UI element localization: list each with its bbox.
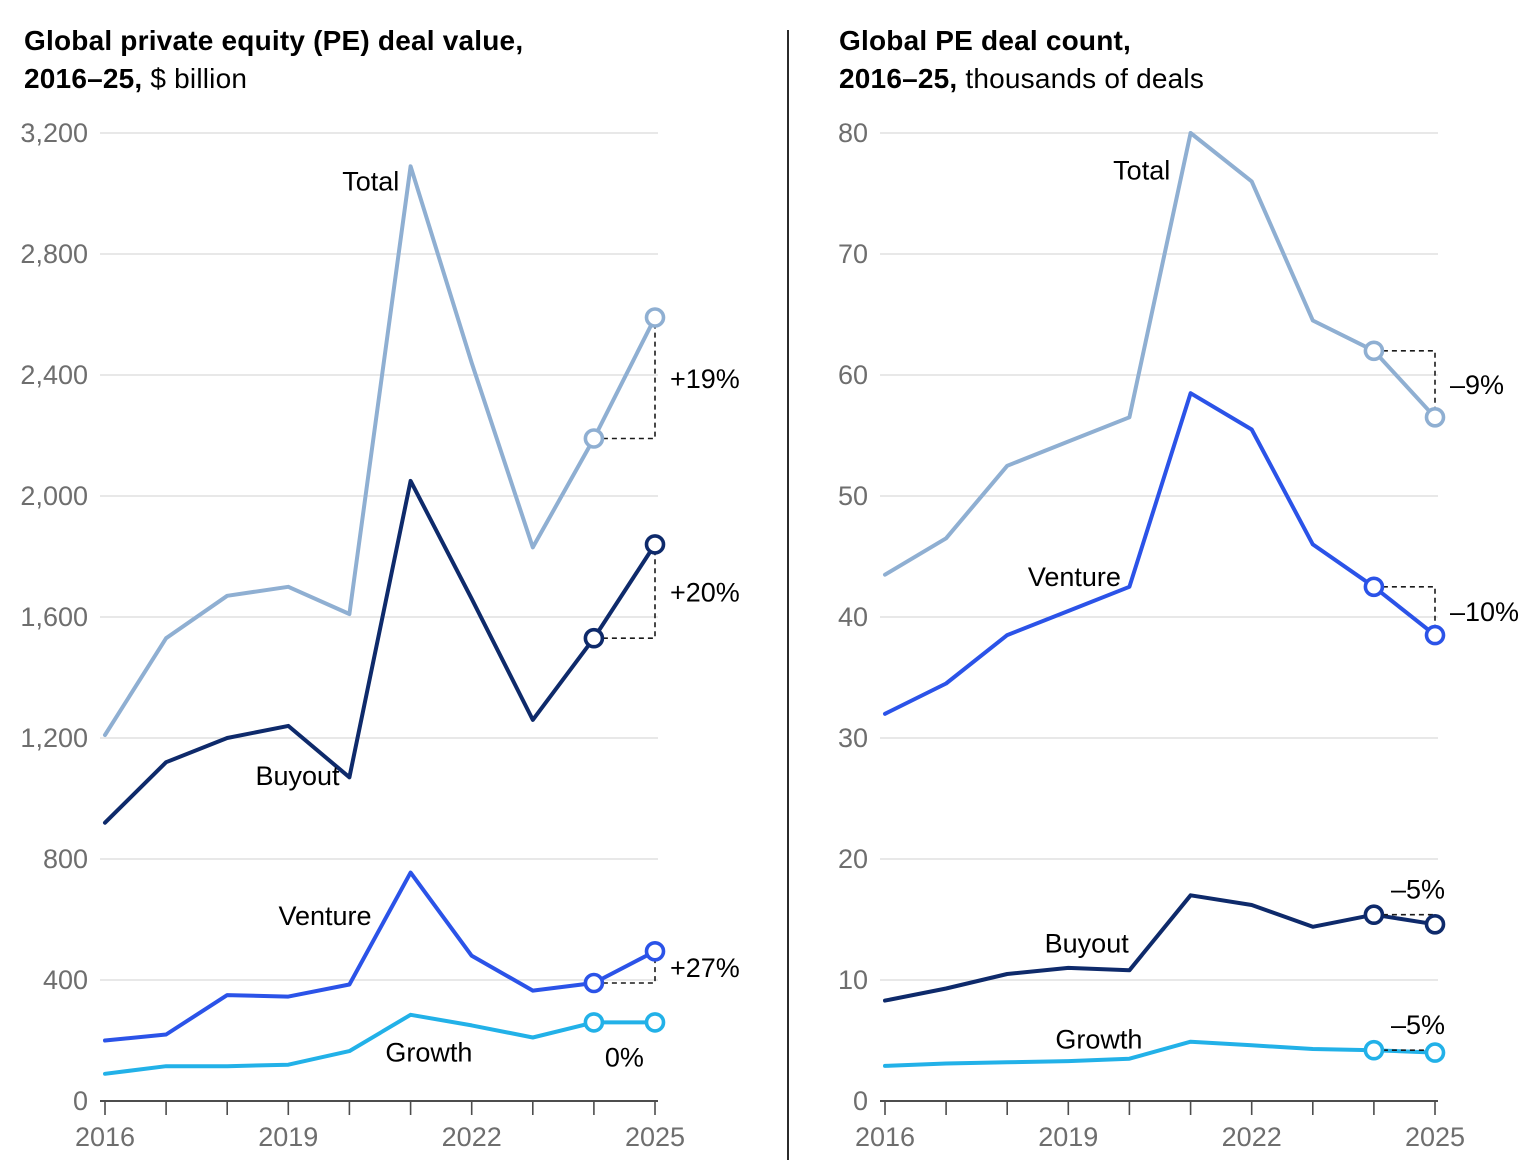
data-point-marker xyxy=(1424,1042,1446,1063)
y-tick-label: 60 xyxy=(838,360,868,390)
series-line-total xyxy=(883,131,1437,577)
y-tick-label: 1,200 xyxy=(20,723,88,753)
data-point-marker xyxy=(644,307,666,328)
data-point-marker xyxy=(583,428,605,449)
series-line-buyout xyxy=(883,893,1437,1003)
series-label-venture: Venture xyxy=(278,901,371,931)
change-annotation: +20% xyxy=(670,577,740,607)
data-point-marker xyxy=(1424,406,1446,428)
x-tick-label: 2019 xyxy=(258,1122,318,1152)
y-tick-label: 2,800 xyxy=(20,239,88,269)
x-tick-label: 2022 xyxy=(442,1122,502,1152)
x-tick-label: 2016 xyxy=(75,1122,135,1152)
left-chart-title-line1: Global private equity (PE) deal value, xyxy=(24,25,524,56)
data-point-marker xyxy=(1363,904,1385,926)
change-annotation: +19% xyxy=(670,364,740,394)
data-point-marker xyxy=(1363,1039,1385,1061)
data-point-marker xyxy=(583,1012,605,1033)
y-tick-label: 20 xyxy=(838,844,868,874)
dashed-connector xyxy=(593,544,656,639)
series-line-venture xyxy=(883,391,1437,716)
y-tick-label: 30 xyxy=(838,723,868,753)
data-point-marker xyxy=(1363,576,1385,598)
y-tick-label: 2,400 xyxy=(20,360,88,390)
left-chart-title-unit: $ billion xyxy=(142,63,248,94)
series-line-growth xyxy=(883,1039,1437,1068)
chart-left: 0 400 800 1,200 1,600 2,000 2,400 2,800 3,200 201… xyxy=(20,118,739,1152)
y-tick-label: 70 xyxy=(838,239,868,269)
data-point-marker xyxy=(583,972,605,994)
left-chart-title: Global private equity (PE) deal value, 2… xyxy=(24,22,523,98)
right-chart-title-period: 2016–25, xyxy=(839,63,958,94)
data-point-marker xyxy=(1424,624,1446,646)
change-annotation: 0% xyxy=(605,1042,644,1072)
x-tick-label: 2019 xyxy=(1038,1122,1098,1152)
data-point-marker xyxy=(644,534,666,555)
x-tick-label: 2016 xyxy=(855,1122,915,1152)
series-label-buyout: Buyout xyxy=(1045,929,1130,959)
series-line-venture xyxy=(103,870,657,1043)
y-tick-label: 3,200 xyxy=(20,118,88,148)
y-tick-label: 400 xyxy=(43,965,88,995)
chart-right: 0 10 20 30 40 50 60 70 80 2016 2019 2022 2025 –9% Tota… xyxy=(838,118,1519,1152)
right-chart-title: Global PE deal count, 2016–25, thousands… xyxy=(839,22,1204,98)
y-tick-label: 0 xyxy=(853,1086,868,1116)
dashed-connector xyxy=(593,951,656,984)
y-tick-label: 80 xyxy=(838,118,868,148)
data-point-marker xyxy=(583,627,605,649)
y-tick-label: 50 xyxy=(838,481,868,511)
series-line-buyout xyxy=(103,478,657,825)
right-chart-title-line1: Global PE deal count, xyxy=(839,25,1132,56)
series-line-total xyxy=(103,164,657,737)
series-label-growth: Growth xyxy=(1055,1024,1142,1054)
y-tick-label: 0 xyxy=(73,1086,88,1116)
series-label-buyout: Buyout xyxy=(255,761,340,791)
y-tick-label: 10 xyxy=(838,965,868,995)
vertical-divider xyxy=(787,30,789,1160)
y-tick-label: 2,000 xyxy=(20,481,88,511)
series-label-growth: Growth xyxy=(385,1038,472,1068)
dashed-connector xyxy=(593,317,656,440)
data-point-marker xyxy=(644,1012,666,1033)
change-annotation: –5% xyxy=(1391,1010,1445,1040)
series-label-venture: Venture xyxy=(1028,562,1121,592)
y-tick-label: 800 xyxy=(43,844,88,874)
change-annotation: –10% xyxy=(1450,597,1519,627)
data-point-marker xyxy=(1424,913,1446,935)
dashed-connector xyxy=(1373,1049,1436,1053)
data-point-marker xyxy=(1363,340,1385,362)
dashed-connector xyxy=(1373,350,1436,418)
change-annotation: –9% xyxy=(1450,370,1504,400)
change-annotation: +27% xyxy=(670,953,740,983)
right-chart-title-unit: thousands of deals xyxy=(957,63,1205,94)
x-tick-label: 2025 xyxy=(1405,1122,1465,1152)
series-line-growth xyxy=(103,1012,657,1076)
data-point-marker xyxy=(644,940,666,962)
change-annotation: –5% xyxy=(1391,875,1445,905)
x-tick-label: 2025 xyxy=(625,1122,685,1152)
series-label-total: Total xyxy=(1113,156,1170,186)
y-tick-label: 40 xyxy=(838,602,868,632)
y-tick-label: 1,600 xyxy=(20,602,88,632)
series-label-total: Total xyxy=(342,166,399,196)
x-tick-label: 2022 xyxy=(1222,1122,1282,1152)
left-chart-title-period: 2016–25, xyxy=(24,63,143,94)
dashed-connector xyxy=(1373,586,1436,636)
